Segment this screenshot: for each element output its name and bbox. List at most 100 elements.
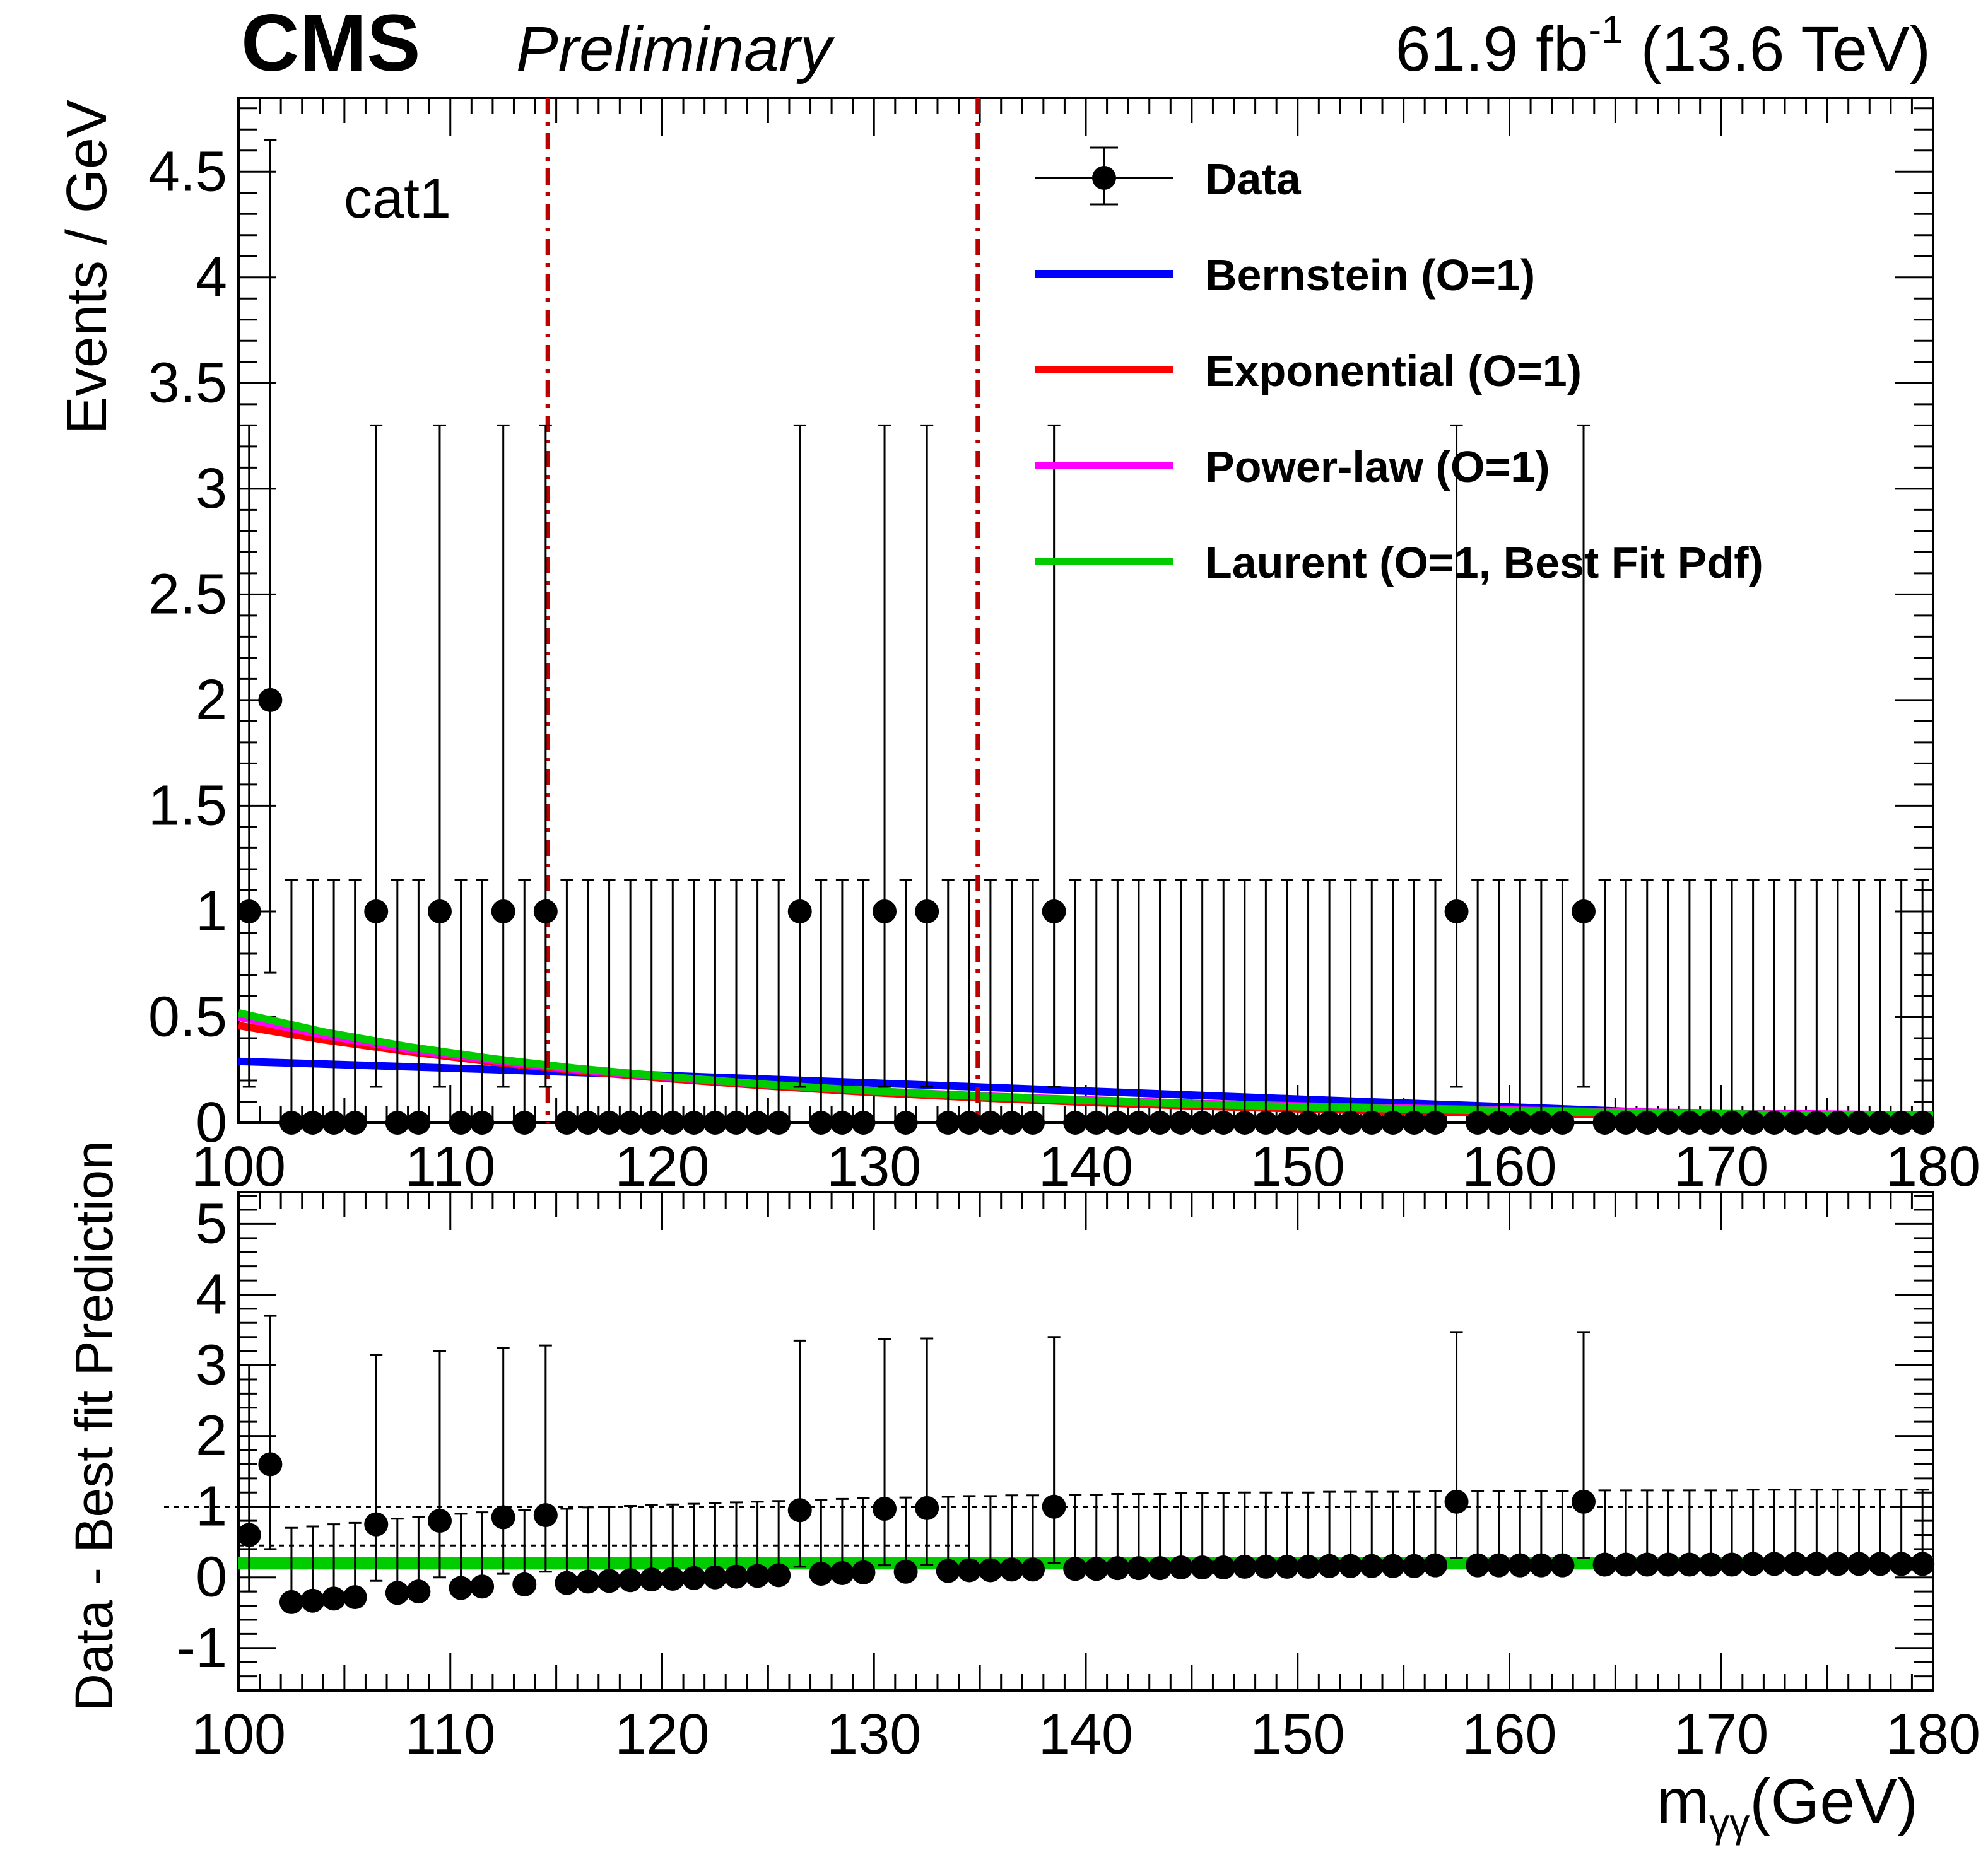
residual-point (449, 1576, 473, 1600)
residual-point (999, 1557, 1024, 1582)
residual-point (661, 1566, 685, 1591)
data-point (449, 1111, 473, 1135)
y-tick-label: 3.5 (148, 351, 227, 414)
data-point (1021, 1111, 1045, 1135)
residual-point (1614, 1552, 1638, 1577)
data-point (1274, 1111, 1299, 1135)
y-tick-label: 1.5 (148, 774, 227, 837)
legend-data-marker (1092, 166, 1116, 190)
data-point (1614, 1111, 1638, 1135)
residual-point (364, 1512, 389, 1537)
y-tick-label: 1 (196, 880, 227, 943)
data-point (1804, 1111, 1829, 1135)
data-point (745, 1111, 770, 1135)
residual-point (300, 1588, 325, 1613)
residual-point (1508, 1553, 1532, 1578)
residual-point (1486, 1553, 1511, 1578)
data-point (1296, 1111, 1320, 1135)
legend-label: Data (1205, 155, 1302, 204)
data-point (427, 899, 452, 923)
data-point (1486, 1111, 1511, 1135)
y-tick-label: 4.5 (148, 140, 227, 203)
residual-point (1042, 1494, 1066, 1519)
data-point (1317, 1111, 1342, 1135)
data-point (1380, 1111, 1405, 1135)
legend-label: Power-law (O=1) (1205, 442, 1550, 491)
x-axis-title-unit: (GeV) (1750, 1766, 1918, 1837)
data-point (1592, 1111, 1617, 1135)
x-tick-label: 160 (1462, 1135, 1556, 1198)
residual-point (1360, 1554, 1384, 1578)
data-point (597, 1111, 621, 1135)
upper-y-axis-title: Events / GeV (56, 100, 119, 434)
x-tick-label: 100 (191, 1135, 286, 1198)
legend: Data Bernstein (O=1) Exponential (O=1) Powe… (1035, 146, 1763, 587)
residual-point (1804, 1552, 1829, 1576)
lumi-label: 61.9 fb-1 (13.6 TeV) (1396, 8, 1931, 85)
data-point (639, 1111, 664, 1135)
data-point (1444, 899, 1469, 923)
residual-point (1466, 1553, 1490, 1578)
residual-point (279, 1590, 303, 1614)
data-point (1572, 899, 1596, 923)
x-tick-label: 130 (826, 1703, 921, 1766)
status-label: Preliminary (516, 14, 835, 85)
residual-point (1868, 1552, 1893, 1576)
residual-point (1762, 1552, 1787, 1576)
residual-point (1063, 1557, 1088, 1581)
data-point (322, 1111, 346, 1135)
residual-point (936, 1559, 960, 1583)
data-point (1063, 1111, 1088, 1135)
residual-point (597, 1569, 621, 1593)
x-tick-label: 170 (1674, 1135, 1768, 1198)
residual-point (1698, 1552, 1723, 1577)
residual-point (745, 1564, 770, 1588)
data-point (343, 1111, 367, 1135)
data-point (873, 899, 897, 923)
data-point (787, 899, 812, 923)
x-tick-label: 160 (1462, 1703, 1556, 1766)
residual-point (555, 1571, 579, 1595)
lower-axis-ticks: 100 110 120 130 140 150 160 170 180 -1 0 1 2 3 4 5 (177, 1192, 1980, 1766)
lumi-exponent: -1 (1589, 8, 1623, 52)
residual-point (639, 1567, 664, 1592)
residual-point (830, 1560, 854, 1585)
data-point (258, 688, 283, 712)
residual-point (575, 1569, 600, 1594)
data-point (1254, 1111, 1278, 1135)
experiment-label: CMS (241, 0, 420, 88)
residual-point (1741, 1552, 1765, 1576)
residual-point (618, 1568, 643, 1593)
data-point (1677, 1111, 1702, 1135)
residual-point (385, 1581, 409, 1605)
data-point (1550, 1111, 1575, 1135)
data-point (1910, 1111, 1935, 1135)
residual-point (1444, 1489, 1469, 1514)
y-tick-label: 4 (196, 1263, 227, 1326)
data-point (406, 1111, 431, 1135)
lumi-energy: (13.6 TeV) (1623, 14, 1931, 85)
residual-point (427, 1509, 452, 1533)
residual-point (1296, 1554, 1320, 1579)
residual-point (1423, 1553, 1447, 1578)
data-point (1190, 1111, 1215, 1135)
data-point (809, 1111, 833, 1135)
data-point (1402, 1111, 1426, 1135)
data-point (1211, 1111, 1236, 1135)
residual-point (258, 1452, 283, 1477)
data-point (1783, 1111, 1808, 1135)
data-point (1698, 1111, 1723, 1135)
residual-point (512, 1572, 537, 1596)
residual-point (1572, 1489, 1596, 1514)
residual-point (703, 1565, 727, 1590)
data-point (767, 1111, 791, 1135)
data-point (957, 1111, 982, 1135)
x-tick-label: 100 (191, 1703, 286, 1766)
data-point (893, 1111, 918, 1135)
residual-point (1889, 1552, 1914, 1576)
residual-point (1169, 1555, 1194, 1580)
residual-point (851, 1560, 876, 1584)
data-point (724, 1111, 749, 1135)
residual-point (1211, 1555, 1236, 1580)
